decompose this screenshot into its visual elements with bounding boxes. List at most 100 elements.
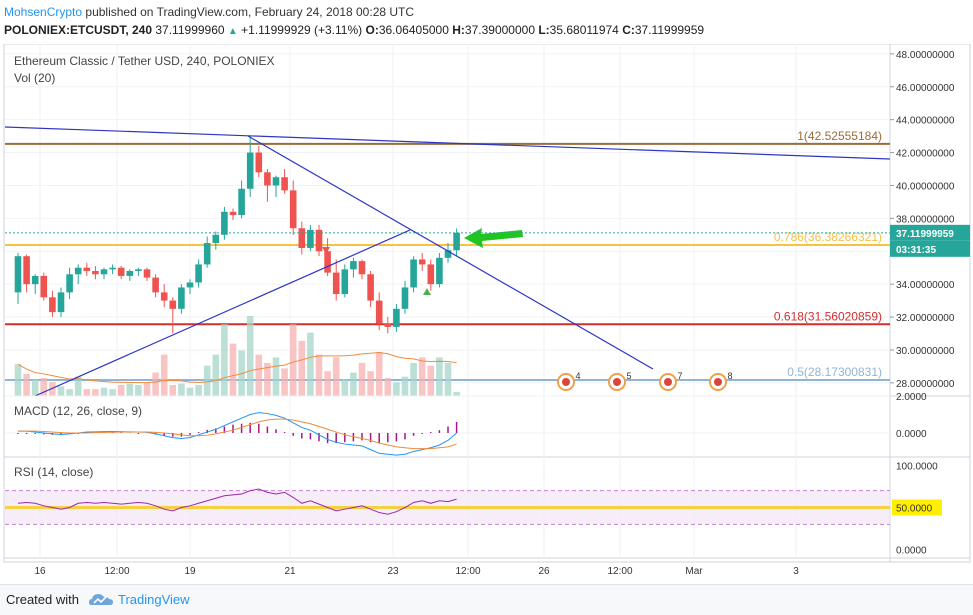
volume-bar: [281, 368, 288, 396]
time-tick-label: 26: [538, 566, 550, 577]
candle-body: [117, 267, 125, 276]
event-count-label: 5: [626, 371, 631, 381]
candle-body: [74, 267, 82, 275]
fib-level-label: 1(42.52555184): [797, 129, 882, 143]
time-tick-label: 19: [184, 566, 196, 577]
price-tick-label: 28.00000000: [896, 379, 955, 390]
volume-bar: [221, 324, 228, 396]
volume-bar: [384, 378, 392, 396]
candle-body: [83, 267, 91, 271]
candle-body: [66, 274, 73, 293]
volume-bar: [100, 387, 108, 396]
volume-bars: [14, 316, 460, 396]
countdown-tag: [890, 240, 970, 257]
fib-level-label: 0.618(31.56020859): [774, 309, 882, 323]
price-tick-label: 44.00000000: [896, 116, 955, 127]
time-tick-label: 16: [34, 566, 46, 577]
created-with-text: Created with: [6, 592, 79, 607]
rsi-tick-label: 100.0000: [896, 461, 938, 472]
volume-bar: [195, 384, 202, 396]
chart-header: MohsenCrypto published on TradingView.co…: [0, 0, 973, 44]
volume-bar: [298, 340, 306, 396]
fib-level-label: 0.786(36.38266321): [774, 230, 882, 244]
candle-body: [332, 272, 340, 295]
drawing-lines: [4, 126, 891, 397]
tradingview-brand-link[interactable]: TradingView: [118, 592, 190, 607]
volume-bar: [418, 357, 426, 396]
volume-bar: [74, 376, 82, 396]
volume-bar: [289, 324, 297, 396]
price-tick-label: 32.00000000: [896, 313, 955, 324]
candle-body: [272, 177, 280, 186]
candle-body: [436, 257, 443, 285]
volume-bar: [117, 384, 125, 396]
candle-body: [238, 188, 245, 216]
volume-bar: [375, 351, 383, 396]
candle-body: [410, 259, 417, 288]
volume-bar: [272, 357, 280, 396]
candle-body: [350, 261, 357, 270]
volume-bar: [246, 316, 254, 396]
rsi-mid-tag: [892, 499, 942, 516]
price-tick-label: 42.00000000: [896, 149, 955, 160]
event-count-label: 4: [575, 371, 580, 381]
event-flag-icon: [562, 378, 570, 386]
volume-bar: [255, 354, 263, 396]
footer: Created with TradingView: [0, 584, 973, 615]
last-price-tag: [890, 224, 970, 241]
volume-bar: [152, 372, 159, 396]
rsi-pane: 100.0000 50.0000 0.0000: [5, 461, 942, 557]
event-flag-icon: [613, 378, 621, 386]
event-flag-icon: [664, 378, 672, 386]
volume-bar: [178, 383, 185, 396]
time-tick-label: 23: [387, 566, 399, 577]
ascending-trendline: [34, 229, 411, 397]
event-count-label: 8: [727, 371, 732, 381]
rsi-legend: RSI (14, close): [14, 465, 93, 479]
volume-bar: [358, 362, 366, 396]
candle-body: [31, 275, 39, 285]
volume-bar: [49, 382, 56, 396]
high-label: H:: [452, 23, 465, 37]
up-arrow-icon: ▲: [227, 26, 238, 37]
candle-body: [367, 274, 374, 301]
candle-body: [298, 228, 306, 248]
candle-body: [315, 229, 323, 252]
price-tick-label: 40.00000000: [896, 181, 955, 192]
volume-bar: [341, 379, 349, 396]
publish-line: MohsenCrypto published on TradingView.co…: [4, 5, 414, 19]
volume-bar: [31, 379, 39, 396]
volume-bar: [160, 354, 168, 396]
time-tick-label: Mar: [685, 566, 703, 577]
candle-body: [393, 308, 400, 327]
chart-annotations: 4 5 7 8 37.11999959 03:31:35: [5, 224, 970, 391]
candle-body: [169, 300, 177, 309]
volume-bar: [40, 378, 48, 396]
time-tick-label: 12:00: [455, 566, 480, 577]
chart-frame: [3, 44, 971, 563]
candle-body: [143, 269, 151, 278]
chart-canvas[interactable]: 1(42.52555184) 0.786(36.38266321) 0.618(31…: [0, 44, 973, 584]
candles: [14, 136, 460, 334]
candle-body: [255, 152, 263, 173]
volume-legend: Vol (20): [14, 71, 55, 85]
rsi-tick-label: 0.0000: [896, 546, 927, 557]
symbol-line: POLONIEX:ETCUSDT, 240 37.11999960 ▲ +1.1…: [4, 23, 704, 37]
volume-bar: [109, 389, 116, 396]
candle-body: [324, 251, 331, 273]
author-link[interactable]: MohsenCrypto: [4, 5, 83, 19]
volume-bar: [453, 391, 460, 396]
candle-body: [453, 232, 460, 251]
volume-bar: [126, 383, 134, 396]
main-chart-title: Ethereum Classic / Tether USD, 240, POLO…: [14, 54, 275, 68]
volume-bar: [264, 362, 271, 396]
volume-bar: [57, 386, 65, 396]
candle-body: [341, 269, 349, 295]
candle-body: [178, 287, 185, 309]
candle-body: [221, 211, 228, 235]
volume-bar: [66, 389, 73, 396]
candle-body: [126, 270, 134, 276]
volume-bar: [315, 354, 323, 396]
candle-body: [212, 234, 220, 244]
volume-bar: [367, 371, 374, 396]
